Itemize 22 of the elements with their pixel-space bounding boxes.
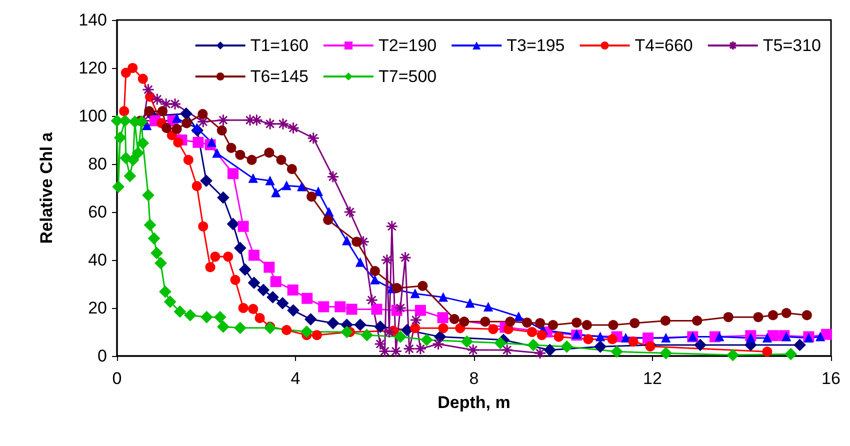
x-tick-label: 12 <box>643 369 662 388</box>
x-axis-title: Depth, m <box>438 393 510 412</box>
x-tick-label: 0 <box>112 369 122 388</box>
y-tick-label: 120 <box>78 58 107 78</box>
legend-label: T6=145 <box>250 67 308 86</box>
y-tick-label: 20 <box>88 298 107 318</box>
legend-label: T7=500 <box>378 67 437 86</box>
x-tick-label: 8 <box>469 369 479 388</box>
y-axis-title: Relative Chl a <box>37 132 56 244</box>
y-tick-label: 140 <box>78 10 107 30</box>
legend-label: T1=160 <box>250 36 308 55</box>
x-tick-label: 16 <box>822 369 840 388</box>
y-tick-label: 100 <box>78 106 107 126</box>
y-tick-label: 0 <box>98 346 107 366</box>
legend-label: T4=660 <box>634 36 693 55</box>
legend-label: T5=310 <box>762 36 822 55</box>
y-tick-label: 40 <box>88 250 107 270</box>
legend-label: T3=195 <box>506 36 565 55</box>
legend-label: T2=190 <box>378 36 437 55</box>
x-tick-label: 4 <box>290 369 300 388</box>
y-tick-label: 80 <box>88 154 107 174</box>
y-tick-label: 60 <box>88 202 107 222</box>
